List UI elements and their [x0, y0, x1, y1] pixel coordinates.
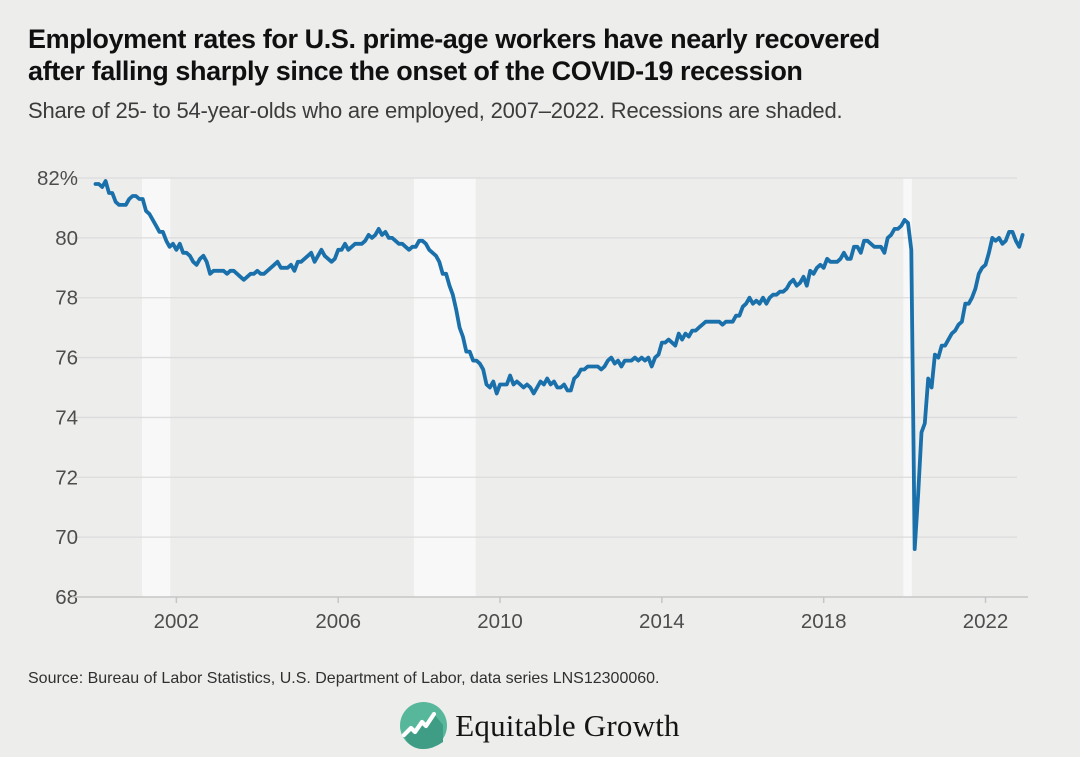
y-axis-tick-label: 68 [55, 586, 78, 609]
logo-trend-icon [400, 702, 448, 749]
employment-rate-line [93, 179, 1025, 551]
y-axis-tick-label: 76 [55, 347, 78, 370]
recession-band [141, 178, 171, 597]
x-axis-tick-label: 2022 [963, 610, 1009, 633]
recession-band [413, 178, 476, 597]
x-axis-tick-label: 2010 [477, 610, 523, 633]
logo-wordmark: Equitable Growth [455, 707, 680, 743]
title-line-1: Employment rates for U.S. prime-age work… [28, 24, 880, 54]
x-axis-tick-label: 2014 [639, 610, 685, 633]
y-axis-tick-label: 80 [55, 227, 78, 250]
x-axis-tick-label: 2006 [315, 610, 361, 633]
y-axis-tick-label: 72 [55, 466, 78, 489]
page-title: Employment rates for U.S. prime-age work… [28, 24, 880, 88]
y-axis-tick-label: 82% [37, 167, 78, 190]
y-axis-tick-label: 70 [55, 526, 78, 549]
source-note: Source: Bureau of Labor Statistics, U.S.… [28, 670, 660, 687]
chart-subtitle: Share of 25- to 54-year-olds who are emp… [28, 98, 843, 123]
y-axis-tick-label: 78 [55, 287, 78, 310]
y-axis-tick-label: 74 [55, 406, 78, 429]
title-line-2: after falling sharply since the onset of… [28, 55, 803, 86]
recession-band [903, 178, 912, 597]
bottom-divider [0, 757, 1080, 762]
equitable-growth-logo: Equitable Growth [0, 702, 1080, 749]
x-axis-tick-label: 2018 [801, 610, 847, 633]
x-axis-tick-label: 2002 [154, 610, 200, 633]
